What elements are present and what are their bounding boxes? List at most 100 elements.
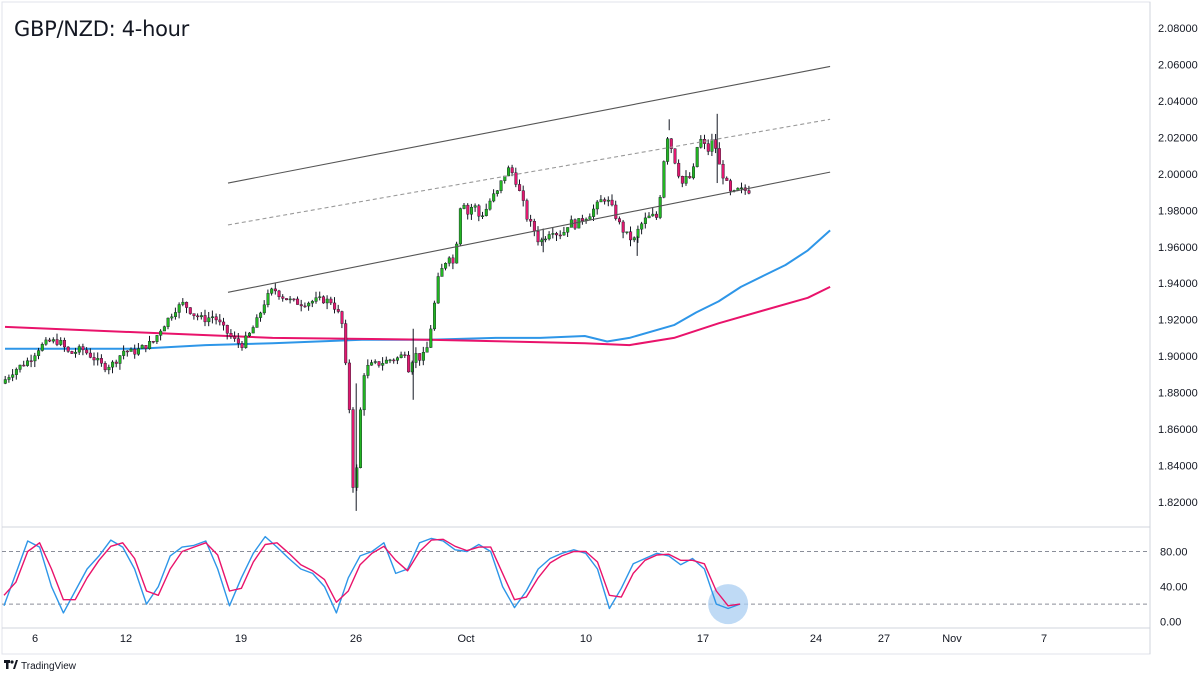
candle-bear [555,233,559,236]
candle-bull [37,350,41,356]
candle-bull [159,330,163,336]
candle-bull [599,199,603,203]
candle-bull [440,268,444,277]
moving-average-pink-line [4,286,831,347]
time-tick-label: 10 [580,633,592,645]
candle-bear [214,316,218,321]
candle-bull [310,301,314,304]
candle-bull [458,208,462,245]
price-tick-label: 2.08000 [1158,23,1198,35]
candle-bear [285,298,289,301]
candle-bull [499,180,503,191]
candle-bear [477,205,481,217]
candle-bear [22,364,26,367]
candle-bear [299,304,303,307]
candle-bear [125,350,129,353]
time-tick-label: 6 [32,633,38,645]
candle-bear [236,338,240,344]
oversold-highlight [708,584,749,625]
candle-bear [344,323,348,364]
candle-bull [651,213,655,217]
candle-bear [418,353,422,361]
candle-bull [481,215,485,217]
candle-bull [266,293,270,306]
channel-upper-line[interactable] [227,65,831,184]
tradingview-branding[interactable]: TradingView [4,660,76,672]
price-tick-label: 2.04000 [1158,96,1198,108]
candle-bull [359,409,363,468]
candle-bull [96,358,100,361]
candle-bull [40,344,44,351]
tradingview-logo-icon [4,660,18,672]
candle-bull [111,361,115,368]
stochastic-d-line [3,538,741,607]
channel-middle-line[interactable] [227,118,831,226]
candle-bear [717,148,721,165]
candle-bear [603,199,607,202]
time-tick-label: 7 [1041,633,1047,645]
candle-bull [495,190,499,194]
candle-bear [196,315,200,318]
candle-bear [296,298,300,305]
candle-bull [44,339,48,345]
candle-bull [162,326,166,332]
candle-bear [706,143,710,152]
candle-bear [721,163,725,179]
candle-bull [247,332,251,337]
candle-bull [429,328,433,348]
candle-bear [610,199,614,206]
candle-bear [407,354,411,373]
candle-bear [621,221,625,233]
candle-bull [74,351,78,354]
channel-lower-line[interactable] [227,171,831,293]
time-tick-label: Oct [457,633,474,645]
candle-bull [384,359,388,364]
candle-bull [199,315,203,318]
candle-bull [562,232,566,236]
candle-bull [396,357,400,361]
candle-bear [192,313,196,317]
candle-bear [203,315,207,323]
candle-bear [55,339,59,345]
candle-bull [140,345,144,349]
candle-bear [669,138,673,149]
candle-bull [177,304,181,313]
candle-bear [273,288,277,292]
candle-bull [148,341,152,349]
candle-bear [680,176,684,184]
candle-bear [677,162,681,177]
candle-bull [666,138,670,162]
candle-bear [725,177,729,181]
candle-bull [492,193,496,202]
candle-bull [547,234,551,240]
time-axis[interactable]: 6 12 19 26 Oct 10 17 24 27 Nov 7 [32,633,1047,645]
candle-bear [532,221,536,232]
candle-bear [333,302,337,310]
candle-bear [536,230,540,243]
candle-bull [692,166,696,179]
candle-bull [381,363,385,366]
candle-bull [643,217,647,224]
stochastic-lines [3,535,741,614]
candle-bear [240,343,244,348]
candle-bear [688,176,692,179]
candle-bull [684,176,688,184]
candle-bear [281,296,285,299]
candle-bull [551,233,555,235]
candle-bull [484,208,488,216]
price-axis[interactable]: 2.08000 2.06000 2.04000 2.02000 2.00000 1.980… [1158,23,1198,509]
candle-bull [373,361,377,363]
candle-bull [366,365,370,376]
candle-bull [51,339,55,342]
price-tick-label: 1.90000 [1158,351,1198,363]
candle-bear [347,362,351,410]
price-tick-label: 1.82000 [1158,497,1198,509]
candle-bull [740,187,744,190]
candle-bear [85,349,89,354]
candle-bull [647,215,651,219]
candle-bear [614,204,618,219]
candle-bear [29,360,33,362]
rising-channel[interactable] [227,65,831,293]
candle-bear [103,363,107,371]
